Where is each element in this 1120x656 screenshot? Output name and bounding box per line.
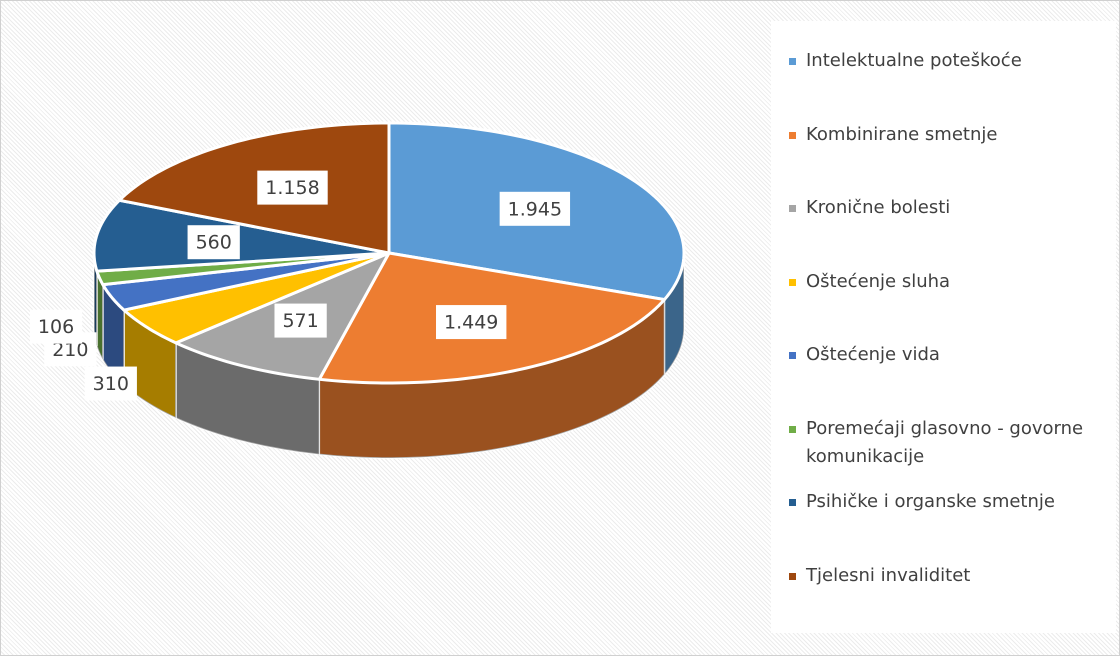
legend-swatch [789,131,796,139]
legend-label: Oštećenje sluha [806,270,951,292]
data-label: 106 [29,309,83,344]
legend-item: Oštećenje vida [785,341,1105,369]
data-label: 1.945 [499,191,571,226]
slice [122,251,391,345]
data-label-text: 571 [282,310,318,332]
legend-swatch [789,499,796,506]
legend-swatch [789,205,796,212]
data-label-box [257,170,328,205]
data-label-text: 1.945 [508,198,562,220]
data-label-box [84,366,137,401]
data-label-text: 210 [52,339,88,361]
data-label-box [187,225,240,260]
slice [101,251,391,312]
data-label-box [29,309,83,344]
legend-item: Tjelesni invaliditet [785,562,1105,590]
data-label: 571 [274,303,327,338]
data-label: 1.158 [257,170,328,205]
data-label-text: 310 [93,373,129,395]
legend-item: Intelektualne poteškoće [785,47,1105,75]
legend-label: Psihičke i organske smetnje [806,491,1055,512]
data-label-box [499,191,571,226]
legend-item: Psihičke i organske smetnje [785,488,1105,516]
slice-side-shade [94,253,97,347]
data-label-text: 560 [196,232,232,254]
legend-label: Intelektualne poteškoće [806,50,1022,71]
legend-label: Kronične bolesti [806,197,951,218]
legend-label: Tjelesni invaliditet [806,564,971,586]
data-label-text: 1.158 [265,177,319,199]
legend-swatch [789,58,796,65]
data-label-text: 1.449 [444,312,498,334]
legend-item: Poremećaji glasovno - govorne komunikaci… [785,415,1105,471]
legend-swatch [789,425,796,433]
data-label: 310 [84,366,137,401]
slice-side-shade [102,284,124,386]
legend-swatch [789,278,796,286]
legend-item: Oštećenje sluha [785,268,1105,296]
legend-label: Kombinirane smetnje [806,123,998,145]
data-label-text: 106 [38,316,74,338]
legend-swatch [789,352,796,359]
slice [117,121,391,255]
legend-item: Kombinirane smetnje [785,121,1105,149]
slice-side-shade [175,342,320,455]
data-label-box [436,305,507,340]
data-label-box [274,303,327,338]
slice-side-shade [319,299,665,458]
legend-label: Oštećenje vida [806,344,940,365]
legend-item: Kronične bolesti [785,194,1105,222]
legend-label: Poremećaji glasovno - govorne komunikaci… [806,417,1084,467]
slice-side-shade [664,253,684,375]
data-label: 560 [187,225,240,260]
legend: Intelektualne poteškoće Kombinirane smetn… [771,21,1116,633]
legend-swatch [789,572,796,580]
slice-side-shade [96,271,103,360]
data-label: 1.449 [436,305,507,340]
slice [92,198,391,273]
